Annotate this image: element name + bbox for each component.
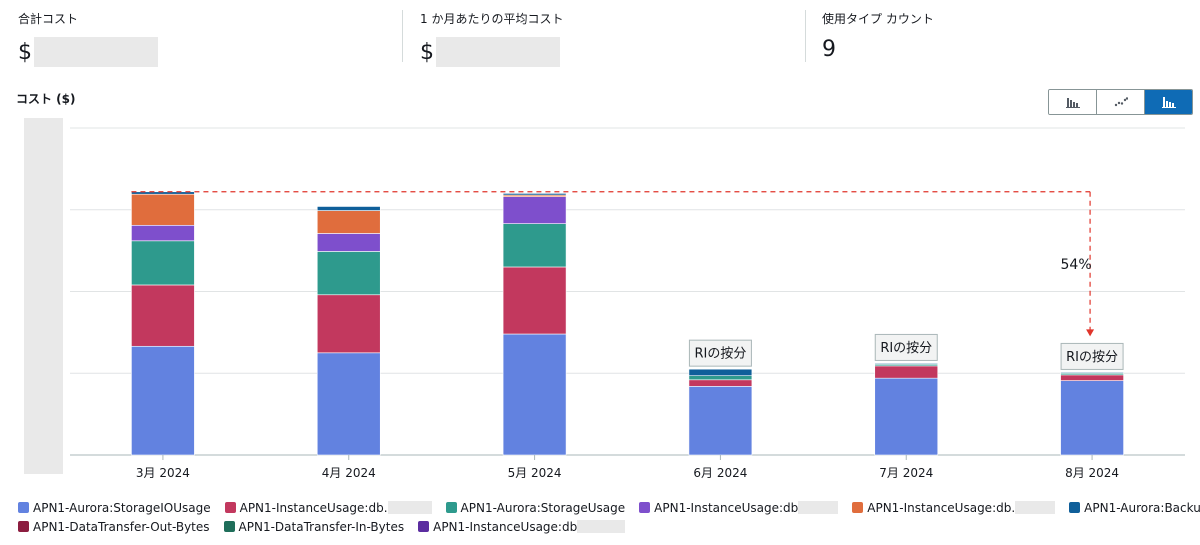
bar-segment[interactable]: [316, 233, 381, 252]
legend-item[interactable]: APN1-Aurora:BackupUsage: [1069, 501, 1200, 515]
annotation-box: [688, 339, 752, 367]
metric-divider: [805, 10, 806, 62]
legend-label: APN1-InstanceUsage:db: [433, 519, 578, 534]
legend-label-redacted: [798, 501, 839, 514]
legend-label: APN1-Aurora:BackupUsage: [1084, 500, 1200, 515]
legend-item[interactable]: APN1-DataTransfer-Out-Bytes: [18, 520, 210, 534]
reduction-label: 54%: [1061, 257, 1092, 273]
bar-segment[interactable]: [316, 352, 381, 456]
legend-swatch: [1069, 502, 1081, 513]
legend-swatch: [445, 502, 457, 513]
legend-swatch: [18, 502, 29, 513]
bar-segment[interactable]: [1060, 380, 1124, 456]
annotation-label: RIの按分: [1066, 350, 1118, 365]
x-tick-label: 7月 2024: [879, 466, 933, 480]
legend-label: APN1-InstanceUsage:db: [654, 500, 799, 515]
legend-swatch: [18, 521, 29, 532]
redacted-value: [436, 37, 560, 67]
legend-item[interactable]: APN1-InstanceUsage:db: [418, 519, 626, 534]
metric-label: 使用タイプ カウント: [822, 12, 934, 26]
metric-divider: [402, 10, 403, 62]
legend-label: APN1-Aurora:StorageIOUsage: [33, 500, 211, 515]
chart-title: コスト ($): [16, 92, 76, 106]
bar-segment[interactable]: [874, 365, 939, 379]
x-tick-label: 8月 2024: [1065, 466, 1119, 480]
legend-swatch: [418, 521, 430, 532]
metric-count-value: 9: [822, 37, 836, 62]
stacked-bar-chart-icon: [1161, 97, 1176, 108]
bar-segment[interactable]: [131, 284, 195, 347]
bar-segment[interactable]: [502, 196, 567, 224]
bar-segment[interactable]: [131, 224, 195, 242]
legend-label-redacted: [577, 520, 626, 533]
legend-label-redacted: [387, 501, 432, 514]
annotation-box: [874, 333, 938, 361]
legend-label-redacted: [1015, 501, 1056, 514]
bar-segment[interactable]: [502, 333, 567, 456]
metric-label: 合計コスト: [18, 12, 79, 26]
legend-label: APN1-Aurora:StorageUsage: [460, 500, 626, 515]
bar-segment[interactable]: [502, 223, 567, 268]
x-tick-label: 3月 2024: [136, 466, 190, 480]
legend-item[interactable]: APN1-DataTransfer-In-Bytes: [223, 519, 405, 534]
x-tick-label: 6月 2024: [693, 466, 747, 480]
stacked-bar-chart-button[interactable]: [1145, 90, 1192, 114]
bar-segment[interactable]: [1060, 374, 1124, 381]
reduction-arrowhead: [1086, 329, 1095, 337]
legend-label: APN1-InstanceUsage:db.: [867, 500, 1016, 515]
bar-segment[interactable]: [131, 240, 195, 286]
metric-average-monthly-cost: 1 か月あたりの平均コスト $: [420, 10, 563, 67]
legend-swatch: [224, 502, 236, 513]
annotation-label: RIの按分: [880, 341, 932, 356]
bar-segment[interactable]: [688, 386, 753, 456]
bar-segment[interactable]: [502, 266, 567, 335]
bar-segment[interactable]: [316, 210, 381, 234]
bar-segment[interactable]: [688, 375, 753, 381]
redacted-value: [34, 37, 158, 67]
line-chart-button[interactable]: [1097, 90, 1145, 114]
bar-segment[interactable]: [131, 345, 195, 456]
bar-segment[interactable]: [316, 251, 381, 296]
legend-item[interactable]: APN1-InstanceUsage:db.: [852, 500, 1056, 515]
legend-label: APN1-DataTransfer-Out-Bytes: [33, 519, 210, 534]
legend-label: APN1-InstanceUsage:db.: [239, 500, 388, 515]
metric-usage-type-count: 使用タイプ カウント 9: [822, 10, 934, 62]
metric-total-cost: 合計コスト $: [18, 10, 158, 67]
legend-item[interactable]: APN1-Aurora:StorageUsage: [445, 500, 626, 515]
line-chart-icon: [1114, 97, 1128, 107]
bar-segment[interactable]: [1060, 372, 1124, 374]
bar-chart-icon: [1065, 98, 1080, 108]
metric-label: 1 か月あたりの平均コスト: [420, 12, 564, 26]
legend-label: APN1-DataTransfer-In-Bytes: [238, 519, 405, 534]
legend-swatch: [639, 502, 651, 513]
chart-type-toggle: [1048, 89, 1193, 115]
bar-segment[interactable]: [688, 379, 753, 387]
chart-legend: APN1-Aurora:StorageIOUsage APN1-InstanceU…: [18, 498, 1200, 536]
bar-segment[interactable]: [688, 368, 753, 377]
bar-segment[interactable]: [874, 363, 939, 365]
annotation-label: RIの按分: [694, 347, 746, 362]
legend-item[interactable]: APN1-Aurora:StorageIOUsage: [18, 501, 211, 515]
x-tick-label: 4月 2024: [322, 466, 376, 480]
legend-item[interactable]: APN1-InstanceUsage:db: [639, 500, 839, 515]
legend-swatch: [852, 502, 864, 513]
bar-chart-button[interactable]: [1049, 90, 1097, 114]
legend-swatch: [223, 521, 235, 532]
bar-segment[interactable]: [502, 193, 567, 196]
annotation-box: [1060, 342, 1124, 370]
legend-item[interactable]: APN1-InstanceUsage:db.: [224, 500, 432, 515]
currency-symbol: $: [420, 39, 434, 65]
bar-segment[interactable]: [131, 193, 195, 226]
bar-segment[interactable]: [316, 206, 381, 211]
x-tick-label: 5月 2024: [508, 466, 562, 480]
y-axis-labels-redacted: [24, 118, 63, 474]
bar-segment[interactable]: [316, 294, 381, 354]
stacked-bar-chart: 3月 2024 4月 2024 5月 2024 6月 2024 7月 2024 8月 20…: [70, 127, 1185, 480]
bar-segment[interactable]: [874, 377, 939, 456]
currency-symbol: $: [18, 39, 32, 65]
